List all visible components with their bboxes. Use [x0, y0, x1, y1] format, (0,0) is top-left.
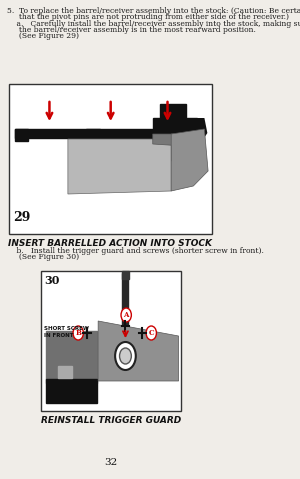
Text: B: B — [75, 329, 81, 337]
Bar — [46, 379, 97, 403]
Text: REINSTALL TRIGGER GUARD: REINSTALL TRIGGER GUARD — [40, 416, 181, 425]
Text: that the pivot pins are not protruding from either side of the receiver.): that the pivot pins are not protruding f… — [8, 13, 290, 21]
Polygon shape — [171, 129, 208, 191]
Polygon shape — [68, 139, 171, 194]
Text: INSERT BARRELLED ACTION INTO STOCK: INSERT BARRELLED ACTION INTO STOCK — [8, 239, 212, 248]
Text: SHORT SCREW
IN FRONT: SHORT SCREW IN FRONT — [44, 326, 89, 338]
Text: 30: 30 — [44, 275, 60, 286]
Circle shape — [73, 326, 83, 340]
Text: b.   Install the trigger guard and screws (shorter screw in front).: b. Install the trigger guard and screws … — [8, 247, 264, 255]
Circle shape — [119, 348, 131, 364]
Bar — [15, 129, 171, 138]
Bar — [40, 271, 181, 411]
Polygon shape — [98, 321, 178, 381]
Text: (See Figure 29): (See Figure 29) — [8, 32, 80, 40]
Bar — [166, 144, 181, 160]
Text: C: C — [148, 329, 154, 337]
Text: a.   Carefully install the barrel/receiver assembly into the stock, making sure: a. Carefully install the barrel/receiver… — [8, 20, 300, 28]
Circle shape — [115, 342, 136, 370]
Bar — [58, 366, 72, 378]
Text: 5.  To replace the barrel/receiver assembly into the stock: (Caution: Be certain: 5. To replace the barrel/receiver assemb… — [8, 7, 300, 15]
Circle shape — [146, 326, 156, 340]
Bar — [122, 273, 128, 336]
Bar — [153, 118, 197, 144]
Text: 32: 32 — [104, 458, 117, 467]
Polygon shape — [153, 134, 199, 147]
Text: 29: 29 — [13, 211, 31, 224]
Text: the barrel/receiver assembly is in the most rearward position.: the barrel/receiver assembly is in the m… — [8, 26, 256, 34]
Polygon shape — [193, 118, 207, 149]
Bar — [46, 331, 97, 383]
Bar — [122, 271, 129, 279]
Circle shape — [121, 308, 131, 322]
Bar — [86, 129, 100, 142]
Circle shape — [171, 106, 178, 116]
Text: (See Figure 30): (See Figure 30) — [8, 253, 80, 261]
Bar — [15, 129, 28, 141]
Text: A: A — [124, 311, 129, 319]
Bar — [9, 84, 212, 234]
Bar — [160, 104, 186, 118]
